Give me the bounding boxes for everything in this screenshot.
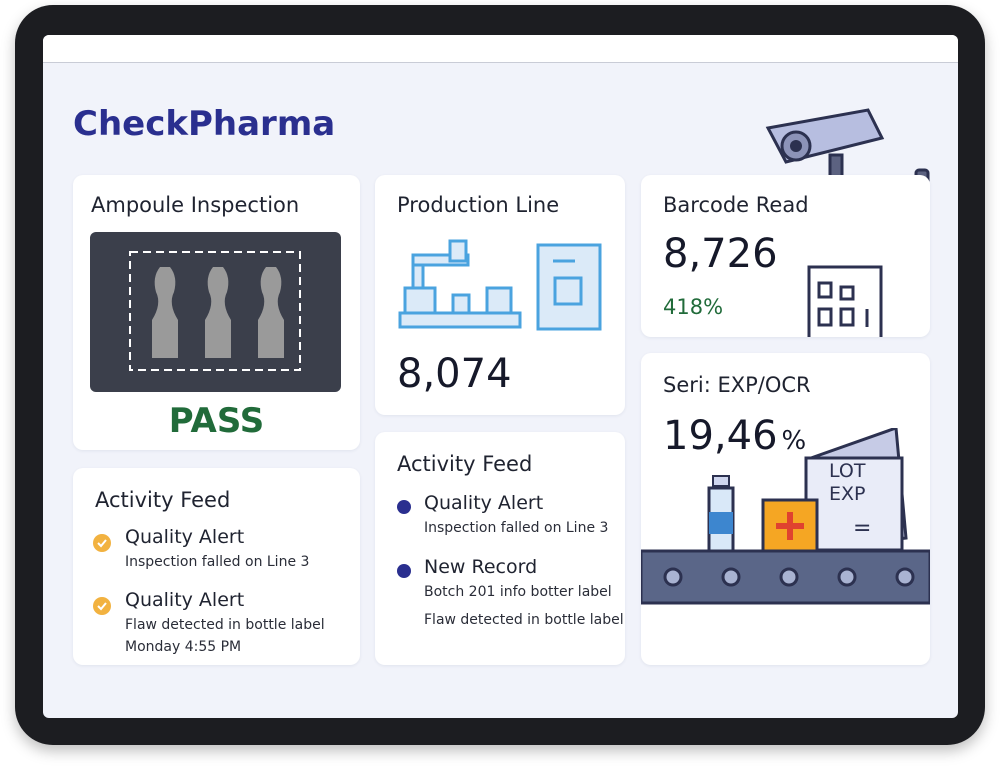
feed-item-line: Inspection falled on Line 3	[125, 554, 310, 570]
card-title: Seri: EXP/OCR	[663, 373, 811, 397]
metric: 19,46%	[663, 413, 806, 459]
box-label: =	[853, 516, 872, 541]
ampoule-card: Ampoule Inspection PASS	[73, 175, 360, 450]
feed-item: New Record Botch 201 info botter label F…	[397, 556, 624, 628]
card-title: Activity Feed	[397, 452, 533, 476]
feed-item-line: Flaw detected in bottle label	[424, 612, 624, 628]
feed-item-title: Quality Alert	[125, 526, 245, 548]
feed-item-title: New Record	[424, 556, 538, 578]
bullet	[397, 500, 411, 514]
feed-item-line: Botch 201 info botter label	[424, 584, 612, 600]
feed-item: Quality Alert Inspection falled on Line …	[397, 492, 608, 536]
feed-item-line: Monday 4:55 PM	[125, 639, 242, 655]
feed-item: Quality Alert Flaw detected in bottle la…	[93, 589, 325, 655]
metric-value: 8,726	[663, 231, 778, 277]
ampoule-image	[90, 232, 341, 392]
card-title: Production Line	[397, 193, 560, 217]
card-title: Ampoule Inspection	[91, 193, 300, 217]
feed-item: Quality Alert Inspection falled on Line …	[93, 526, 309, 570]
box-label: EXP	[829, 483, 866, 505]
metric-value: 8,074	[397, 351, 512, 397]
seri-card: Seri: EXP/OCR 19,46% LOT EXP =	[641, 353, 930, 665]
feed-item-title: Quality Alert	[125, 589, 245, 611]
building-icon	[807, 265, 883, 337]
check-icon	[93, 597, 111, 615]
feed-item-line: Inspection falled on Line 3	[424, 520, 609, 536]
bullet	[397, 564, 411, 578]
activity-feed: Activity Feed Quality Alert Inspection f…	[375, 432, 625, 665]
box-label: LOT	[829, 460, 866, 482]
activity-feed: Activity Feed Quality Alert Inspection f…	[73, 468, 360, 665]
metric-value: 19,46	[663, 413, 778, 459]
card-title: Barcode Read	[663, 193, 809, 217]
metric-change: 418%	[663, 295, 724, 319]
check-icon	[93, 534, 111, 552]
barcode-card: Barcode Read 8,726 418%	[641, 175, 930, 337]
production-card: Production Line 8,074	[375, 175, 625, 415]
metric-unit: %	[781, 426, 807, 456]
app-title: CheckPharma	[73, 104, 336, 144]
feed-item-line: Flaw detected in bottle label	[125, 617, 325, 633]
status: PASS	[168, 401, 265, 441]
top-bar	[43, 35, 958, 63]
production-illustration	[398, 239, 602, 331]
conveyor-illustration	[641, 428, 930, 605]
feed-item-title: Quality Alert	[424, 492, 544, 514]
card-title: Activity Feed	[95, 488, 231, 512]
